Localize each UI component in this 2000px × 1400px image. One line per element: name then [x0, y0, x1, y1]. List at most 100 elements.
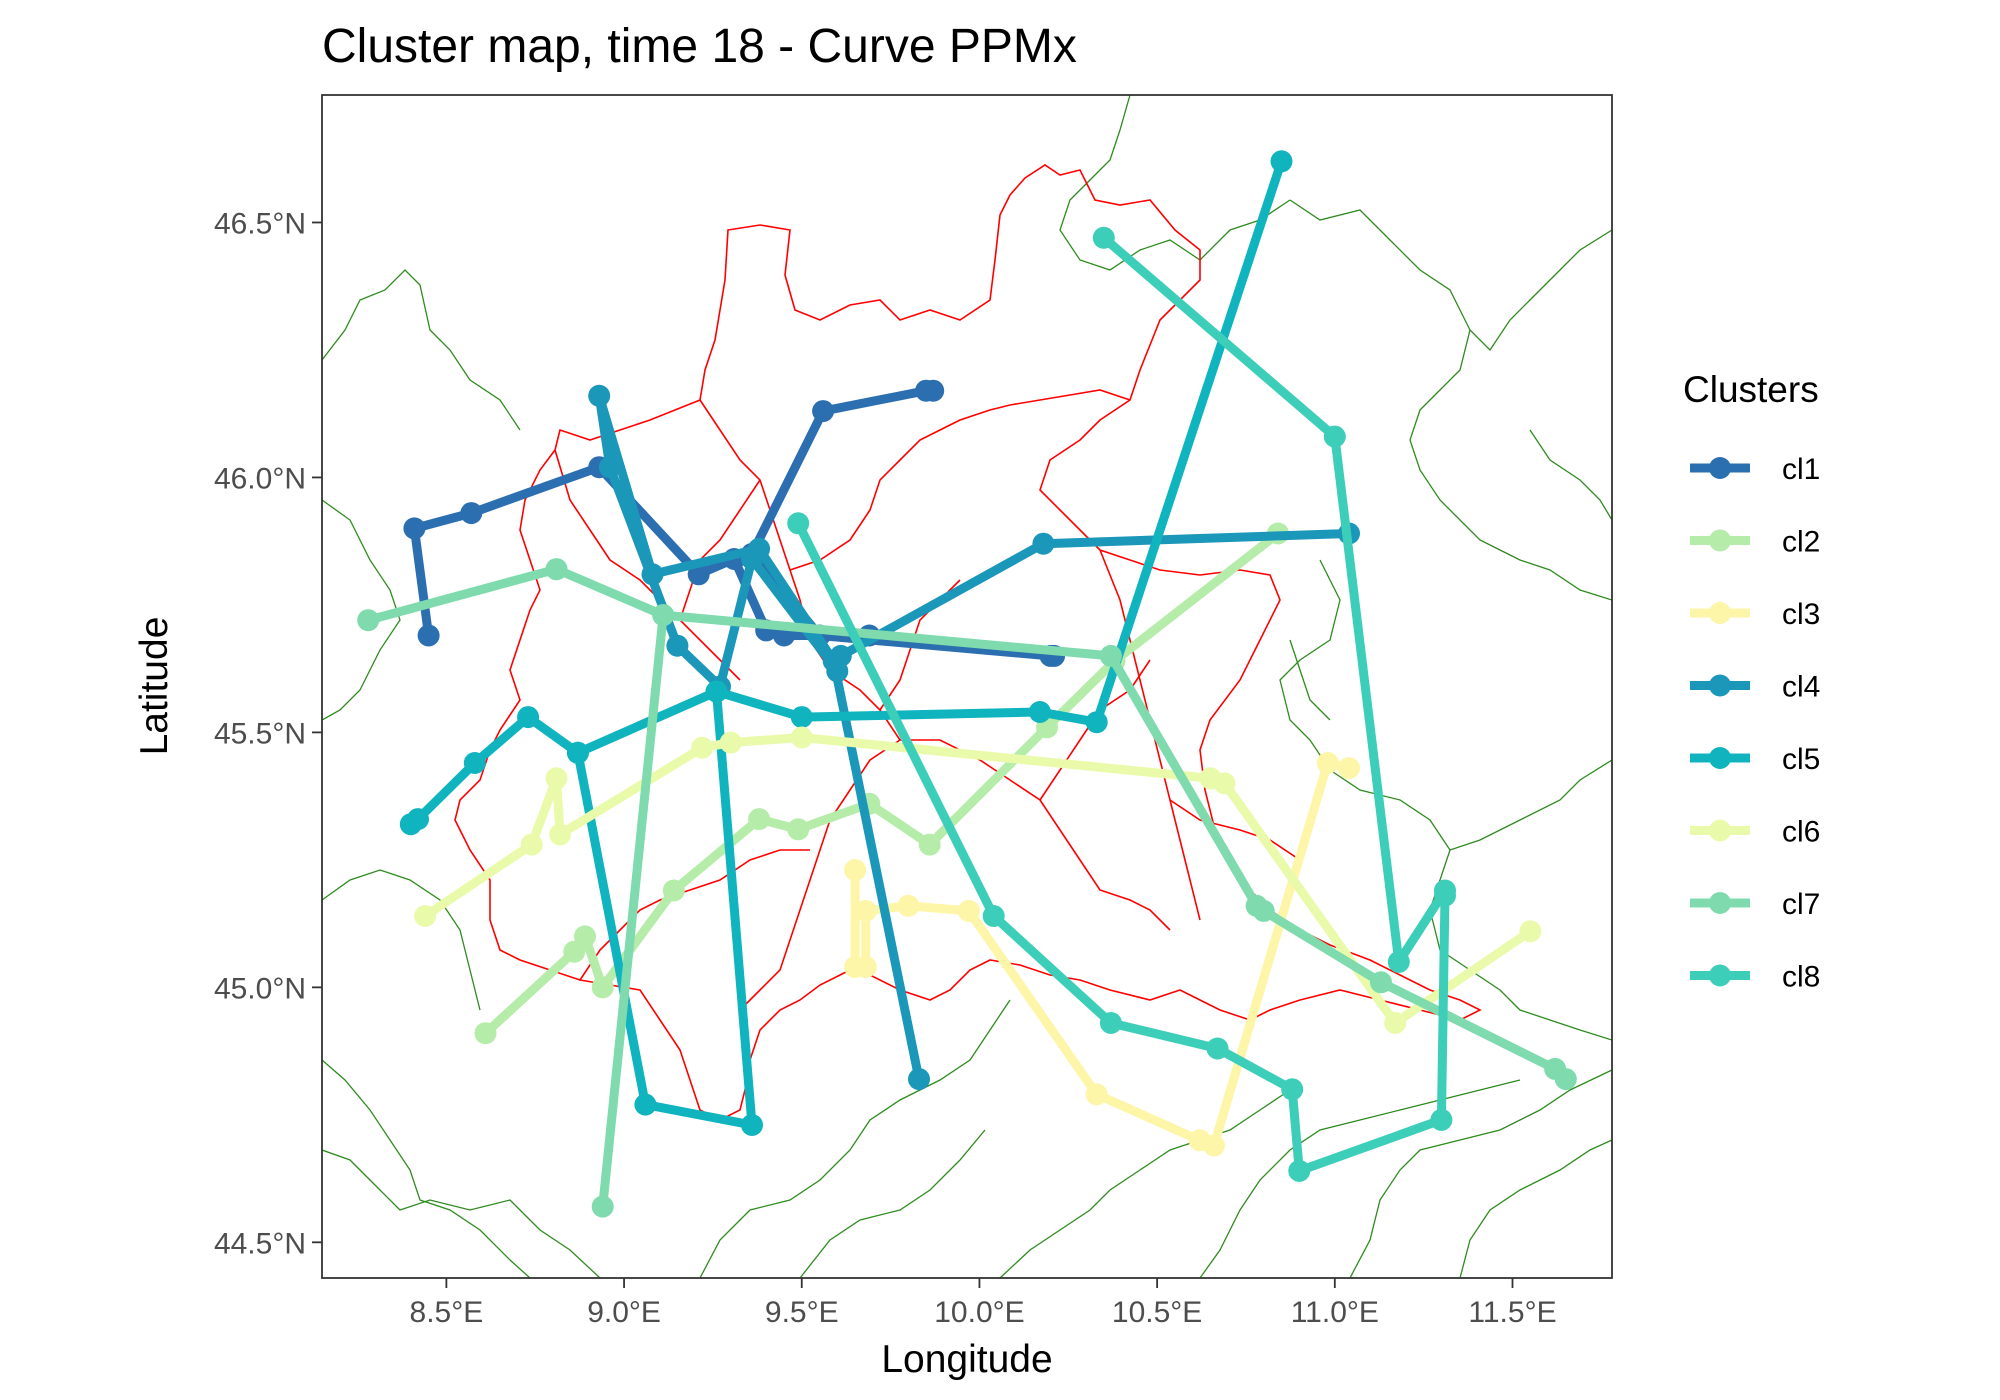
panel-border	[321, 94, 1613, 1279]
data-point	[545, 767, 568, 790]
legend-label: cl1	[1782, 453, 1820, 486]
y-tick-label: 45.5°N	[214, 717, 306, 750]
data-point	[787, 818, 810, 841]
data-point	[918, 833, 941, 856]
legend: Clusters cl1 cl2 cl3 cl4 cl5 cl6 cl7 cl8	[1683, 369, 1820, 994]
region-outline	[454, 164, 1482, 1121]
data-point	[1338, 757, 1360, 780]
province-border	[1459, 1139, 1612, 1278]
series-line-cl5	[406, 156, 1286, 1130]
data-point	[1085, 711, 1108, 734]
province-borders	[322, 95, 1612, 1278]
x-axis: 8.5°E 9.0°E 9.5°E 10.0°E 10.5°E 11.0°E 11.5°E	[410, 1278, 1557, 1329]
data-point	[1519, 920, 1542, 943]
legend-key-point	[1709, 529, 1731, 552]
data-point	[705, 680, 728, 703]
data-point	[1384, 1012, 1407, 1034]
legend-key-point	[1709, 964, 1731, 987]
data-point	[741, 548, 763, 570]
legend-item-cl7: cl7	[1690, 888, 1820, 921]
series-line-cl7	[363, 564, 1571, 1212]
region-internal-border	[789, 404, 1011, 571]
data-point	[1554, 1068, 1577, 1091]
data-point	[1316, 752, 1339, 774]
y-axis-title: Latitude	[133, 617, 176, 756]
province-border	[1529, 429, 1612, 521]
province-border	[322, 269, 521, 431]
data-point	[417, 624, 440, 647]
legend-label: cl2	[1782, 526, 1820, 559]
data-point	[897, 894, 920, 917]
data-point	[790, 726, 813, 749]
data-point	[982, 905, 1005, 927]
data-point	[829, 644, 852, 667]
legend-label: cl7	[1782, 888, 1820, 921]
province-border	[799, 1129, 986, 1278]
data-point	[1281, 1078, 1304, 1101]
data-point	[591, 976, 614, 999]
data-point	[1028, 701, 1051, 723]
y-axis: 44.5°N 45.0°N 45.5°N 46.0°N 46.5°N	[214, 207, 322, 1260]
data-point	[588, 384, 611, 407]
province-border	[322, 1059, 531, 1278]
legend-key-point	[1709, 892, 1731, 914]
region-internal-border	[679, 479, 761, 621]
region-internal-border	[1009, 389, 1131, 406]
data-point	[652, 604, 675, 627]
legend-item-cl3: cl3	[1690, 598, 1820, 631]
series-cl8	[787, 226, 1456, 1182]
data-point	[1085, 1083, 1108, 1106]
legend-item-cl5: cl5	[1690, 743, 1820, 776]
data-point	[741, 1114, 763, 1136]
legend-title: Clusters	[1683, 369, 1819, 410]
region-internal-border	[1169, 799, 1301, 861]
y-tick-label: 44.5°N	[214, 1227, 306, 1260]
legend-label: cl4	[1782, 671, 1820, 704]
province-border	[322, 1149, 601, 1278]
province-border	[699, 999, 1011, 1278]
x-tick-label: 10.5°E	[1112, 1296, 1202, 1329]
legend-label: cl8	[1782, 961, 1820, 994]
data-point	[922, 379, 945, 402]
series-cl4	[588, 384, 1360, 1091]
province-border	[1059, 95, 1291, 271]
data-point	[908, 1068, 930, 1091]
legend-label: cl6	[1782, 816, 1820, 849]
data-point	[1032, 532, 1055, 555]
legend-items: cl1 cl2 cl3 cl4 cl5 cl6 cl7 cl8	[1690, 453, 1820, 994]
x-axis-title: Longitude	[881, 1338, 1052, 1381]
map-boundaries	[322, 95, 1612, 1278]
province-border	[1349, 1069, 1612, 1278]
data-point	[844, 859, 867, 882]
data-point	[1288, 1159, 1311, 1182]
data-point	[790, 706, 813, 729]
legend-label: cl5	[1782, 743, 1820, 776]
x-tick-label: 9.0°E	[587, 1296, 661, 1329]
chart-title: Cluster map, time 18 - Curve PPMx	[322, 20, 1077, 73]
data-point	[666, 634, 689, 657]
legend-key-point	[1709, 602, 1731, 624]
data-point	[1206, 1037, 1229, 1060]
data-point	[1323, 425, 1346, 448]
data-point	[1430, 1108, 1453, 1131]
data-point	[549, 823, 572, 846]
x-tick-label: 8.5°E	[410, 1296, 484, 1329]
data-point	[460, 502, 483, 525]
legend-label: cl3	[1782, 598, 1820, 631]
legend-key-point	[1709, 674, 1731, 697]
legend-item-cl8: cl8	[1690, 961, 1820, 994]
region-internal-border	[554, 449, 741, 681]
y-tick-label: 45.0°N	[214, 972, 306, 1005]
province-border	[322, 869, 481, 1011]
data-point	[1092, 226, 1115, 249]
x-tick-label: 9.5°E	[765, 1296, 839, 1329]
legend-key-point	[1709, 747, 1731, 769]
province-border	[1449, 759, 1612, 851]
province-border	[999, 1089, 1291, 1278]
data-point	[1099, 644, 1122, 667]
data-point	[517, 706, 540, 729]
data-point	[1434, 879, 1456, 902]
series-cl3	[844, 752, 1360, 1157]
